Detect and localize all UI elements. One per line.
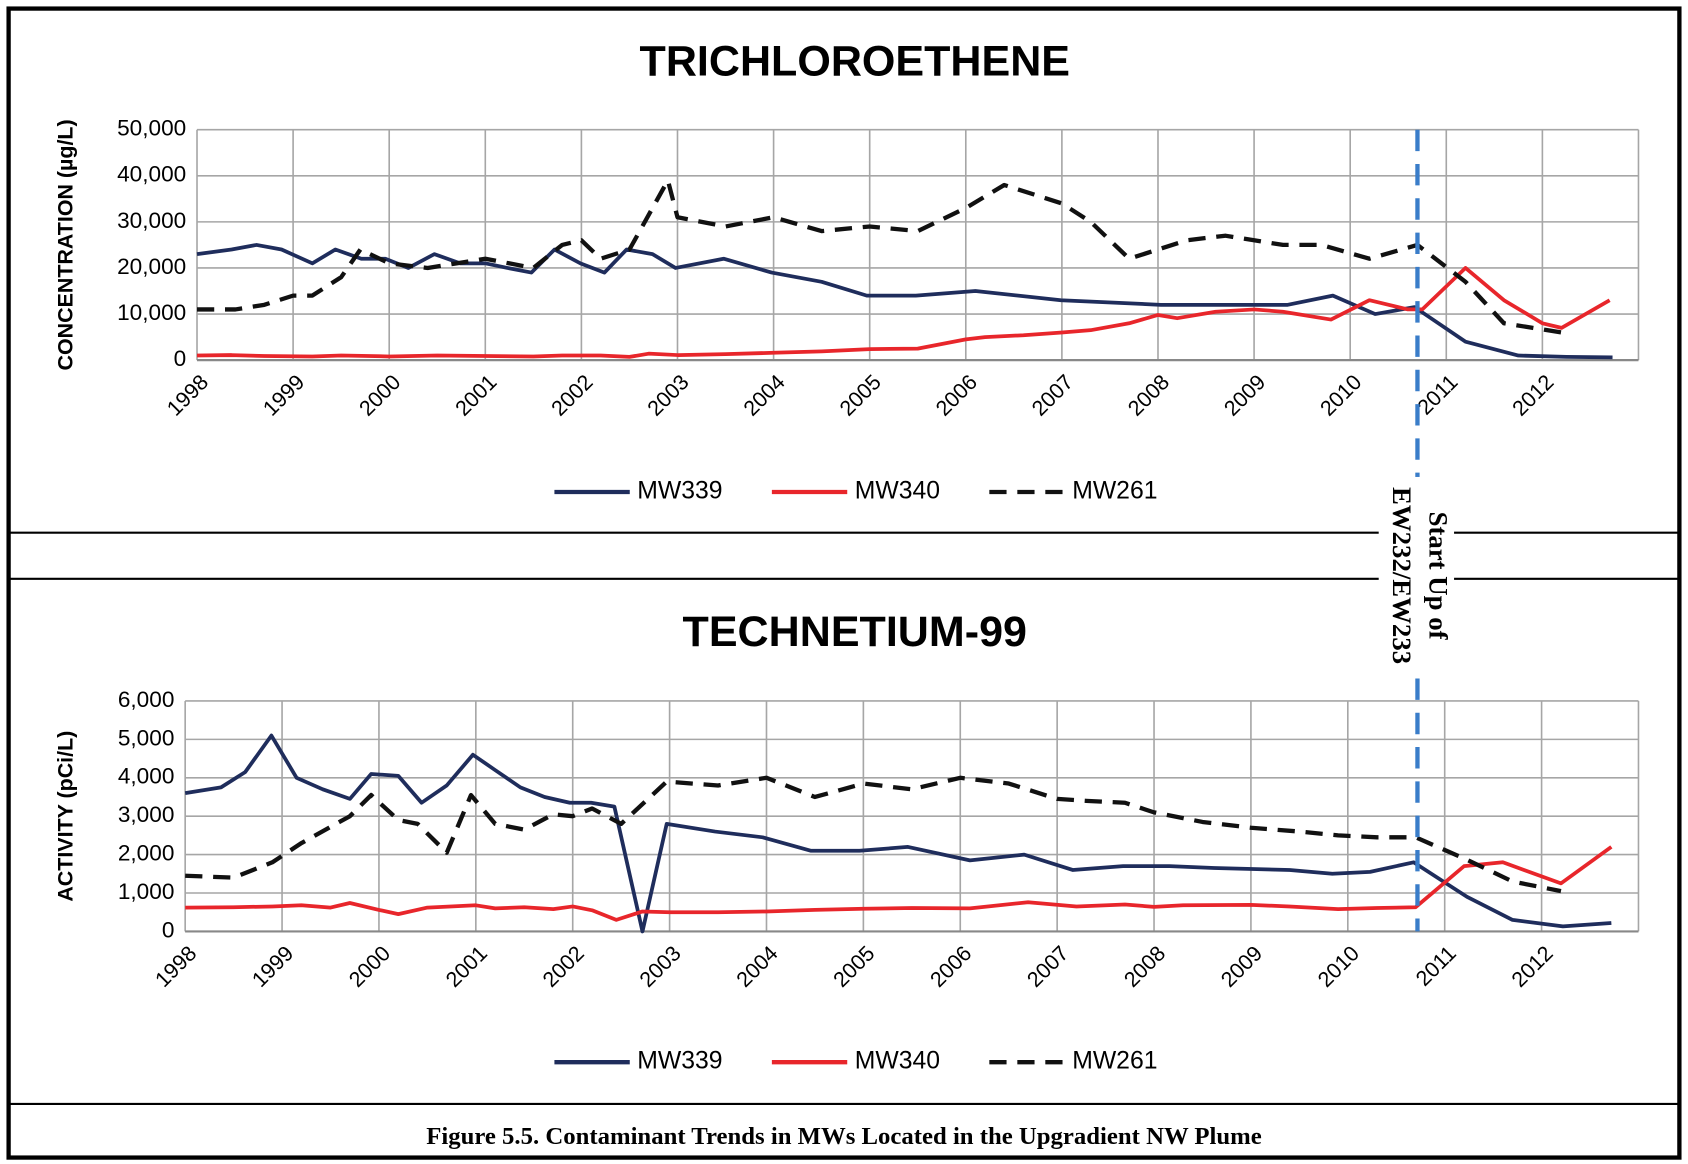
line-series: [184, 733, 1612, 934]
y-tick-label: 10,000: [117, 300, 186, 325]
y-axis-label: CONCENTRATION (µg/L): [53, 119, 77, 370]
legend-label: MW339: [637, 1048, 722, 1075]
y-tick-label: 1,000: [118, 879, 175, 904]
y-tick-label: 5,000: [118, 725, 175, 750]
annotation-bg: [1378, 476, 1455, 670]
line-series: [196, 243, 1613, 360]
y-tick-label: 2,000: [118, 841, 175, 866]
y-tick-label: 30,000: [117, 208, 186, 233]
y-tick-label: 40,000: [117, 162, 186, 187]
legend-label: MW340: [855, 1048, 940, 1075]
y-tick-label: 0: [162, 917, 175, 942]
line-series: [185, 775, 1562, 894]
y-axis-label: ACTIVITY (pCi/L): [53, 731, 77, 902]
annotation-text: Start Up of: [1424, 512, 1454, 641]
legend-label: MW339: [637, 478, 722, 505]
legend-label: MW261: [1072, 478, 1157, 505]
chart-title: TECHNETIUM-99: [683, 608, 1027, 656]
y-tick-label: 50,000: [117, 116, 186, 141]
caption: Figure 5.5. Contaminant Trends in MWs Lo…: [426, 1123, 1262, 1150]
line-series: [196, 266, 1611, 359]
y-tick-label: 20,000: [117, 254, 186, 279]
line-series: [185, 845, 1613, 922]
legend-label: MW261: [1072, 1048, 1157, 1075]
legend-label: MW340: [855, 478, 940, 505]
line-series: [197, 178, 1562, 335]
y-tick-label: 4,000: [118, 764, 175, 789]
y-tick-label: 3,000: [118, 802, 175, 827]
chart-title: TRICHLOROETHENE: [640, 38, 1070, 86]
y-tick-label: 0: [174, 346, 187, 371]
annotation-text: EW232/EW233: [1387, 487, 1417, 664]
y-tick-label: 6,000: [118, 687, 175, 712]
